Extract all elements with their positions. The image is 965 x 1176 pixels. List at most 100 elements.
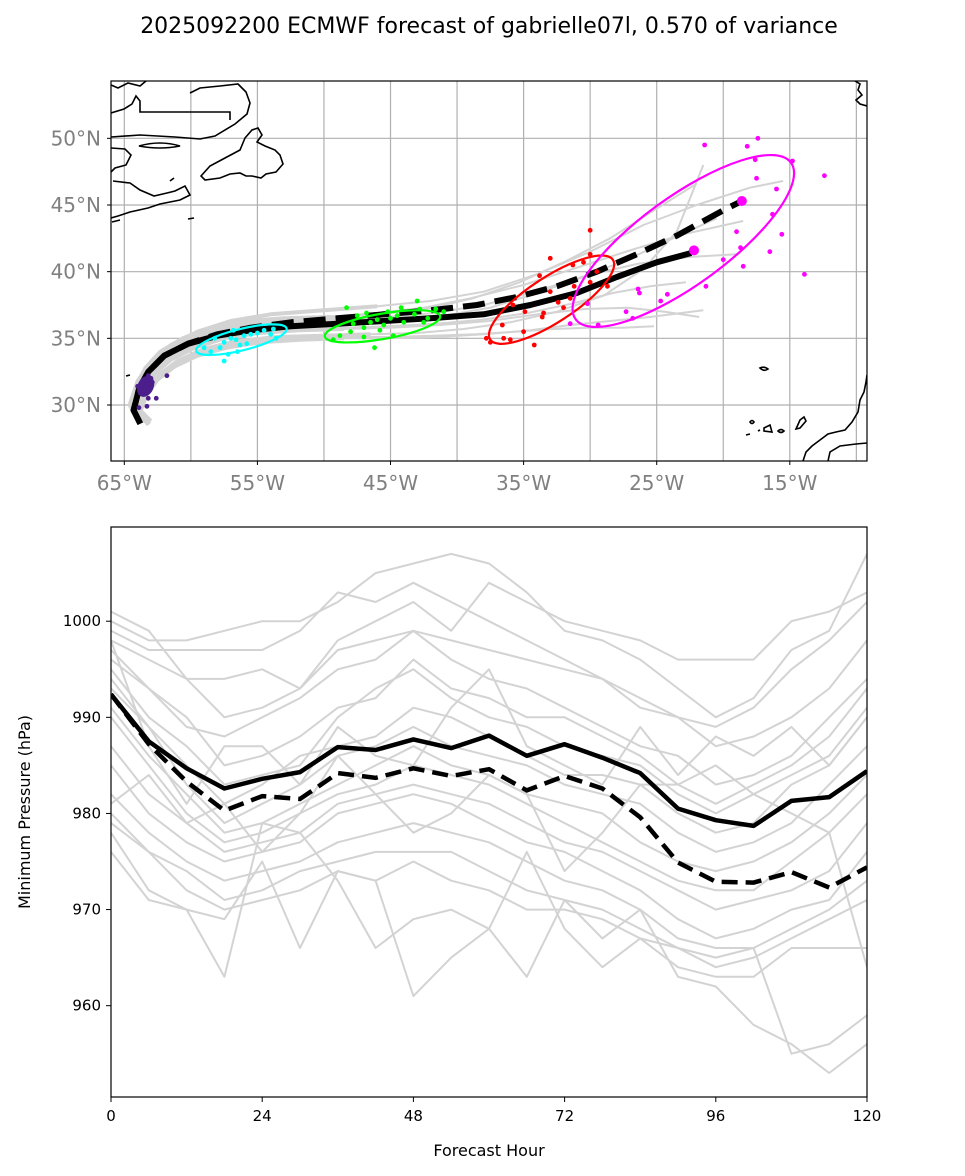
pressure-x-tick-label: 120	[853, 1107, 882, 1125]
member-position-96h	[483, 335, 489, 341]
member-position-72h	[348, 329, 353, 335]
ensemble-member-pressure-line	[111, 822, 867, 978]
ensemble-member-pressure-line	[111, 716, 867, 892]
member-position-96h	[531, 342, 537, 348]
pressure-x-tick-label: 72	[555, 1107, 574, 1125]
member-position-96h	[539, 314, 545, 320]
coastline-north-america	[111, 81, 284, 377]
member-position-72h	[361, 325, 367, 331]
member-position-24h	[145, 395, 151, 401]
member-position-72h	[344, 305, 349, 311]
member-position-96h	[499, 322, 505, 328]
member-position-72h	[374, 317, 380, 323]
ensemble-member-pressure-line	[111, 745, 867, 911]
map-x-tick-label: 15°W	[762, 471, 817, 495]
member-position-72h	[417, 306, 423, 312]
member-position-96h	[605, 283, 610, 289]
map-x-tick-label: 65°W	[97, 471, 152, 495]
member-position-96h	[547, 255, 553, 261]
ensemble-member-pressure-line	[111, 812, 867, 969]
member-position-96h	[510, 302, 516, 308]
spread-ellipse-72h	[323, 309, 442, 344]
map-x-tick-label: 35°W	[496, 471, 551, 495]
ensemble-member-pressure-line	[111, 754, 867, 968]
member-position-120h	[703, 283, 709, 289]
ensemble-member-pressure-line	[111, 629, 867, 786]
member-position-96h	[587, 251, 593, 257]
ensemble-member-pressure-line	[111, 793, 867, 949]
pressure-x-axis: 0 24 48 72 96 120	[106, 1097, 881, 1125]
member-position-72h	[368, 319, 373, 325]
member-position-120h	[752, 157, 758, 163]
member-position-72h	[433, 306, 439, 312]
pressure-y-tick-label: 990	[72, 708, 101, 726]
member-position-72h	[398, 305, 404, 311]
member-position-72h	[361, 334, 367, 340]
member-position-120h	[630, 315, 636, 321]
member-position-96h	[555, 299, 561, 305]
member-position-48h	[255, 330, 260, 336]
spread-ellipse-96h	[487, 254, 616, 345]
map-gridlines	[111, 81, 867, 461]
mean-track-end-marker	[688, 245, 699, 256]
member-position-96h	[537, 273, 542, 279]
ensemble-member-pressure-line	[111, 629, 867, 748]
mean-pressure-line-solid	[111, 692, 867, 829]
member-position-120h	[585, 301, 590, 307]
member-position-48h	[244, 341, 250, 347]
pressure-y-tick-label: 960	[72, 997, 101, 1015]
ensemble-member-track-start	[135, 327, 344, 424]
member-position-96h	[567, 295, 573, 301]
member-position-48h	[225, 351, 231, 357]
map-x-tick-label: 45°W	[363, 471, 418, 495]
pressure-x-tick-label: 48	[404, 1107, 423, 1125]
member-position-72h	[330, 337, 336, 343]
member-position-120h	[767, 249, 773, 255]
pressure-x-tick-label: 24	[253, 1107, 272, 1125]
member-position-48h	[221, 358, 227, 364]
member-position-48h	[217, 345, 223, 351]
member-position-120h	[658, 298, 664, 304]
ensemble-member-pressure-line	[111, 640, 867, 805]
member-position-48h	[270, 326, 276, 332]
coastlines	[111, 81, 867, 461]
member-position-48h	[261, 327, 267, 333]
ensemble-member-pressure-line	[111, 581, 867, 719]
member-position-48h	[212, 335, 218, 341]
member-position-48h	[228, 335, 234, 341]
y-axis-label: Minimum Pressure (hPa)	[15, 715, 34, 909]
member-position-48h	[208, 349, 214, 355]
x-axis-label: Forecast Hour	[433, 1141, 545, 1160]
map-y-tick-label: 40°N	[51, 260, 101, 284]
member-position-24h	[141, 382, 147, 388]
pressure-y-tick-label: 980	[72, 804, 101, 822]
map-x-tick-label: 55°W	[230, 471, 285, 495]
member-position-24h	[145, 373, 151, 379]
member-position-72h	[364, 310, 369, 316]
member-position-120h	[822, 173, 827, 179]
member-position-48h	[201, 345, 207, 351]
pressure-y-tick-label: 1000	[63, 612, 101, 630]
member-position-96h	[541, 310, 546, 316]
ensemble-member-pressure-line	[111, 687, 867, 853]
member-position-96h	[487, 339, 493, 345]
member-position-24h	[149, 379, 155, 385]
member-position-72h	[394, 313, 400, 319]
member-position-48h	[235, 349, 240, 355]
member-position-48h	[233, 337, 239, 343]
member-position-72h	[388, 315, 393, 321]
member-position-24h	[140, 391, 146, 397]
member-position-48h	[248, 331, 254, 337]
member-position-120h	[720, 257, 726, 263]
member-position-96h	[561, 305, 566, 311]
member-position-72h	[412, 311, 417, 317]
member-position-48h	[237, 342, 243, 348]
member-position-48h	[221, 339, 227, 345]
member-position-72h	[337, 333, 343, 339]
pressure-lines	[111, 552, 867, 1074]
map-x-axis: 65°W 55°W 45°W 35°W 25°W 15°W	[97, 461, 818, 495]
member-position-120h	[635, 286, 641, 292]
member-position-120h	[637, 290, 642, 296]
member-position-96h	[547, 289, 553, 295]
